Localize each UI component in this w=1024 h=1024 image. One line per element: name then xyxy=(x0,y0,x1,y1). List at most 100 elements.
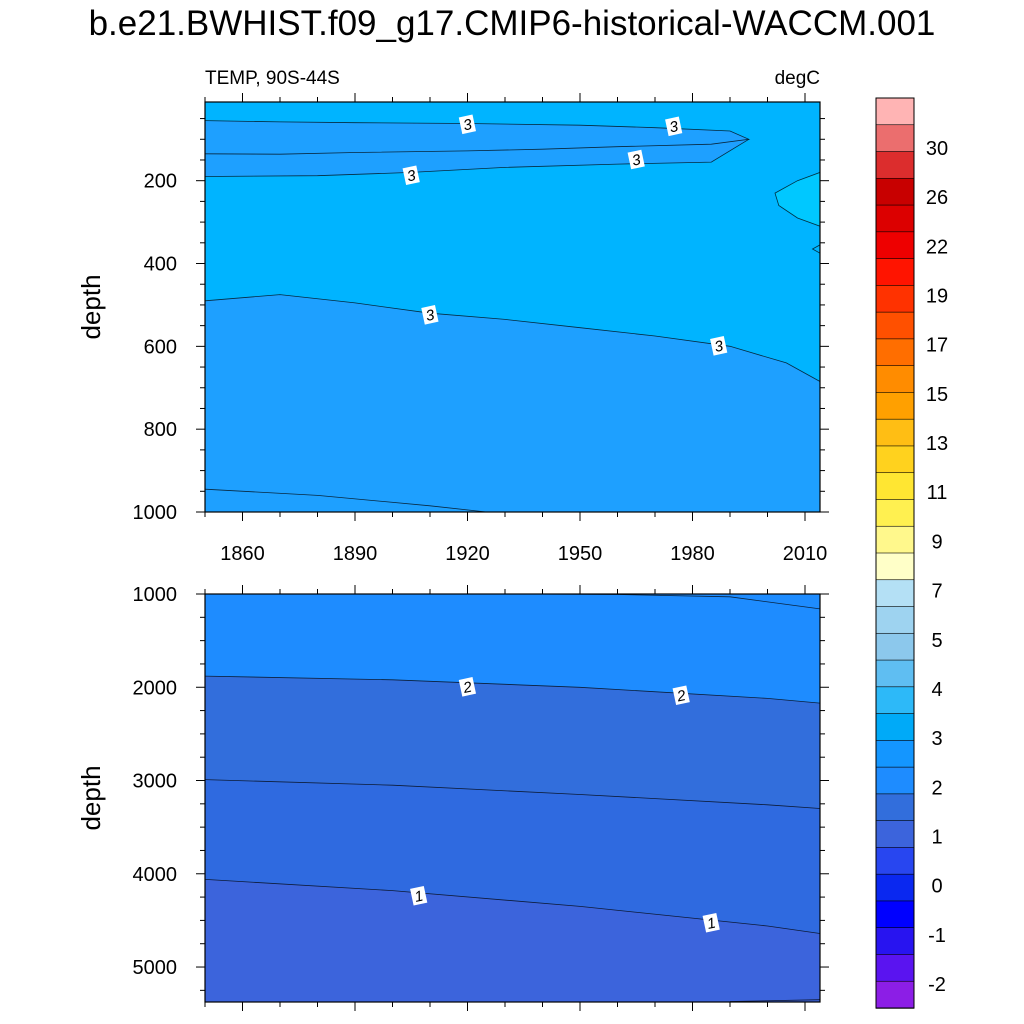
colorbar-swatch xyxy=(875,472,915,501)
colorbar-swatch xyxy=(875,365,915,394)
colorbar-label: 3 xyxy=(931,728,942,750)
contour-fills xyxy=(205,594,820,1002)
colorbar-swatch xyxy=(875,632,915,661)
contour-line-5 xyxy=(774,172,820,227)
colorbar-label: 11 xyxy=(927,482,948,504)
y-tick-label: 400 xyxy=(144,254,177,276)
y-tick-label: 1000 xyxy=(133,502,178,524)
colorbar-swatch xyxy=(875,124,915,153)
colorbar-label: 5 xyxy=(931,630,942,652)
contour-label-text: 1 xyxy=(706,915,718,933)
contour-lines xyxy=(205,120,820,512)
colorbar-label: 17 xyxy=(926,335,948,357)
colorbar-swatch xyxy=(875,659,915,688)
y-axis-label: depth xyxy=(76,765,106,830)
contour-label-2: 3 xyxy=(665,116,683,136)
panel-left-string: TEMP, 90S-44S xyxy=(205,68,340,89)
colorbar-swatch xyxy=(875,231,915,260)
contour-label-3: 3 xyxy=(402,165,420,185)
colorbar-swatch xyxy=(875,579,915,608)
contour-label-2: 2 xyxy=(672,685,690,706)
y-axis: 200 400 600 800 1000 depth xyxy=(76,118,829,524)
colorbar-swatch xyxy=(875,151,915,179)
colorbar-swatch xyxy=(875,847,915,875)
contour-fills xyxy=(205,102,820,512)
colorbar-label: 30 xyxy=(926,138,948,160)
x-tick-label: 1980 xyxy=(670,543,715,565)
y-axis-label: depth xyxy=(76,274,106,339)
y-tick-label: 800 xyxy=(144,419,177,441)
fill-band-2.5-3 xyxy=(205,139,749,177)
colorbar-label: 13 xyxy=(926,433,948,455)
contour-label-4: 3 xyxy=(627,149,645,170)
colorbar-swatch xyxy=(875,338,915,367)
colorbar-swatch xyxy=(875,311,915,340)
colorbar-swatch xyxy=(875,552,915,581)
colorbar-swatch xyxy=(875,418,915,447)
contour-line-2 xyxy=(205,675,820,704)
fill-band-2.5-3 xyxy=(205,294,820,512)
contour-label-6: 3 xyxy=(710,336,728,356)
x-tick-label: 2010 xyxy=(783,543,828,565)
colorbar-label: 0 xyxy=(931,876,942,898)
contour-line-6 xyxy=(811,244,820,254)
colorbar-label: 4 xyxy=(931,679,942,701)
y-tick-label: 200 xyxy=(144,171,177,193)
colorbar-label: 9 xyxy=(931,531,942,553)
colorbar-label: 22 xyxy=(926,236,948,258)
contour-line-5 xyxy=(729,999,820,1002)
y-tick-label: 3000 xyxy=(133,771,178,793)
x-tick-label: 1890 xyxy=(333,543,378,565)
colorbar-swatch xyxy=(875,445,915,474)
contour-label-1: 3 xyxy=(458,114,477,134)
colorbar-swatch xyxy=(875,499,915,527)
contour-line-2 xyxy=(205,138,750,177)
colorbar-label: 26 xyxy=(926,187,948,209)
colorbar-frame xyxy=(875,97,915,1009)
colorbar-swatch xyxy=(875,177,915,206)
y-tick-label: 5000 xyxy=(133,957,178,979)
contour-label-text: 2 xyxy=(675,687,688,706)
colorbar-label: 2 xyxy=(931,777,942,799)
fill-band-1-1.5 xyxy=(205,879,820,1002)
colorbar-swatch xyxy=(875,525,915,554)
colorbar-swatch xyxy=(875,927,915,956)
colorbar-swatch xyxy=(875,713,915,742)
fill-band-3-3.5 xyxy=(205,102,820,111)
contour-panel-2: 2 2 1 1 1000 2000 3000 4000 5000 depth xyxy=(76,584,829,1011)
colorbar-swatch xyxy=(875,793,915,822)
colorbar-swatch xyxy=(875,606,915,634)
colorbar-swatch xyxy=(875,204,915,233)
y-tick-label: 2000 xyxy=(133,677,178,699)
colorbar-swatch xyxy=(875,954,915,982)
colorbar-swatch xyxy=(875,873,915,902)
colorbar: 30 26 22 19 17 15 13 11 9 7 5 4 3 2 1 0 -1 -2 xyxy=(875,97,948,1009)
contour-label-3: 1 xyxy=(410,885,428,906)
colorbar-label: -2 xyxy=(928,974,946,996)
fill-band-2.5-3 xyxy=(205,102,749,155)
colorbar-swatch xyxy=(875,258,915,287)
y-tick-label: 1000 xyxy=(133,584,178,606)
colorbar-label: 19 xyxy=(926,286,948,308)
contour-label-5: 3 xyxy=(421,305,439,325)
y-tick-label: 600 xyxy=(144,336,177,358)
colorbar-label: 1 xyxy=(931,827,942,849)
colorbar-swatch xyxy=(875,97,915,126)
colorbar-swatch xyxy=(875,820,915,849)
contour-line-4 xyxy=(205,488,487,512)
colorbar-swatch xyxy=(875,740,915,768)
colorbar-label: 7 xyxy=(931,581,942,603)
x-tick-label: 1920 xyxy=(445,543,490,565)
contour-label-1: 2 xyxy=(458,677,477,697)
plot-frame xyxy=(204,101,821,513)
colorbar-swatch xyxy=(875,980,915,1009)
contour-line-3 xyxy=(205,294,820,382)
y-tick-label: 4000 xyxy=(133,864,178,886)
y-axis: 1000 2000 3000 4000 5000 depth xyxy=(76,584,829,991)
contour-line-4 xyxy=(205,879,820,934)
colorbar-label: -1 xyxy=(928,925,946,947)
colorbar-label: 15 xyxy=(926,384,948,406)
plot-frame xyxy=(204,593,821,1003)
